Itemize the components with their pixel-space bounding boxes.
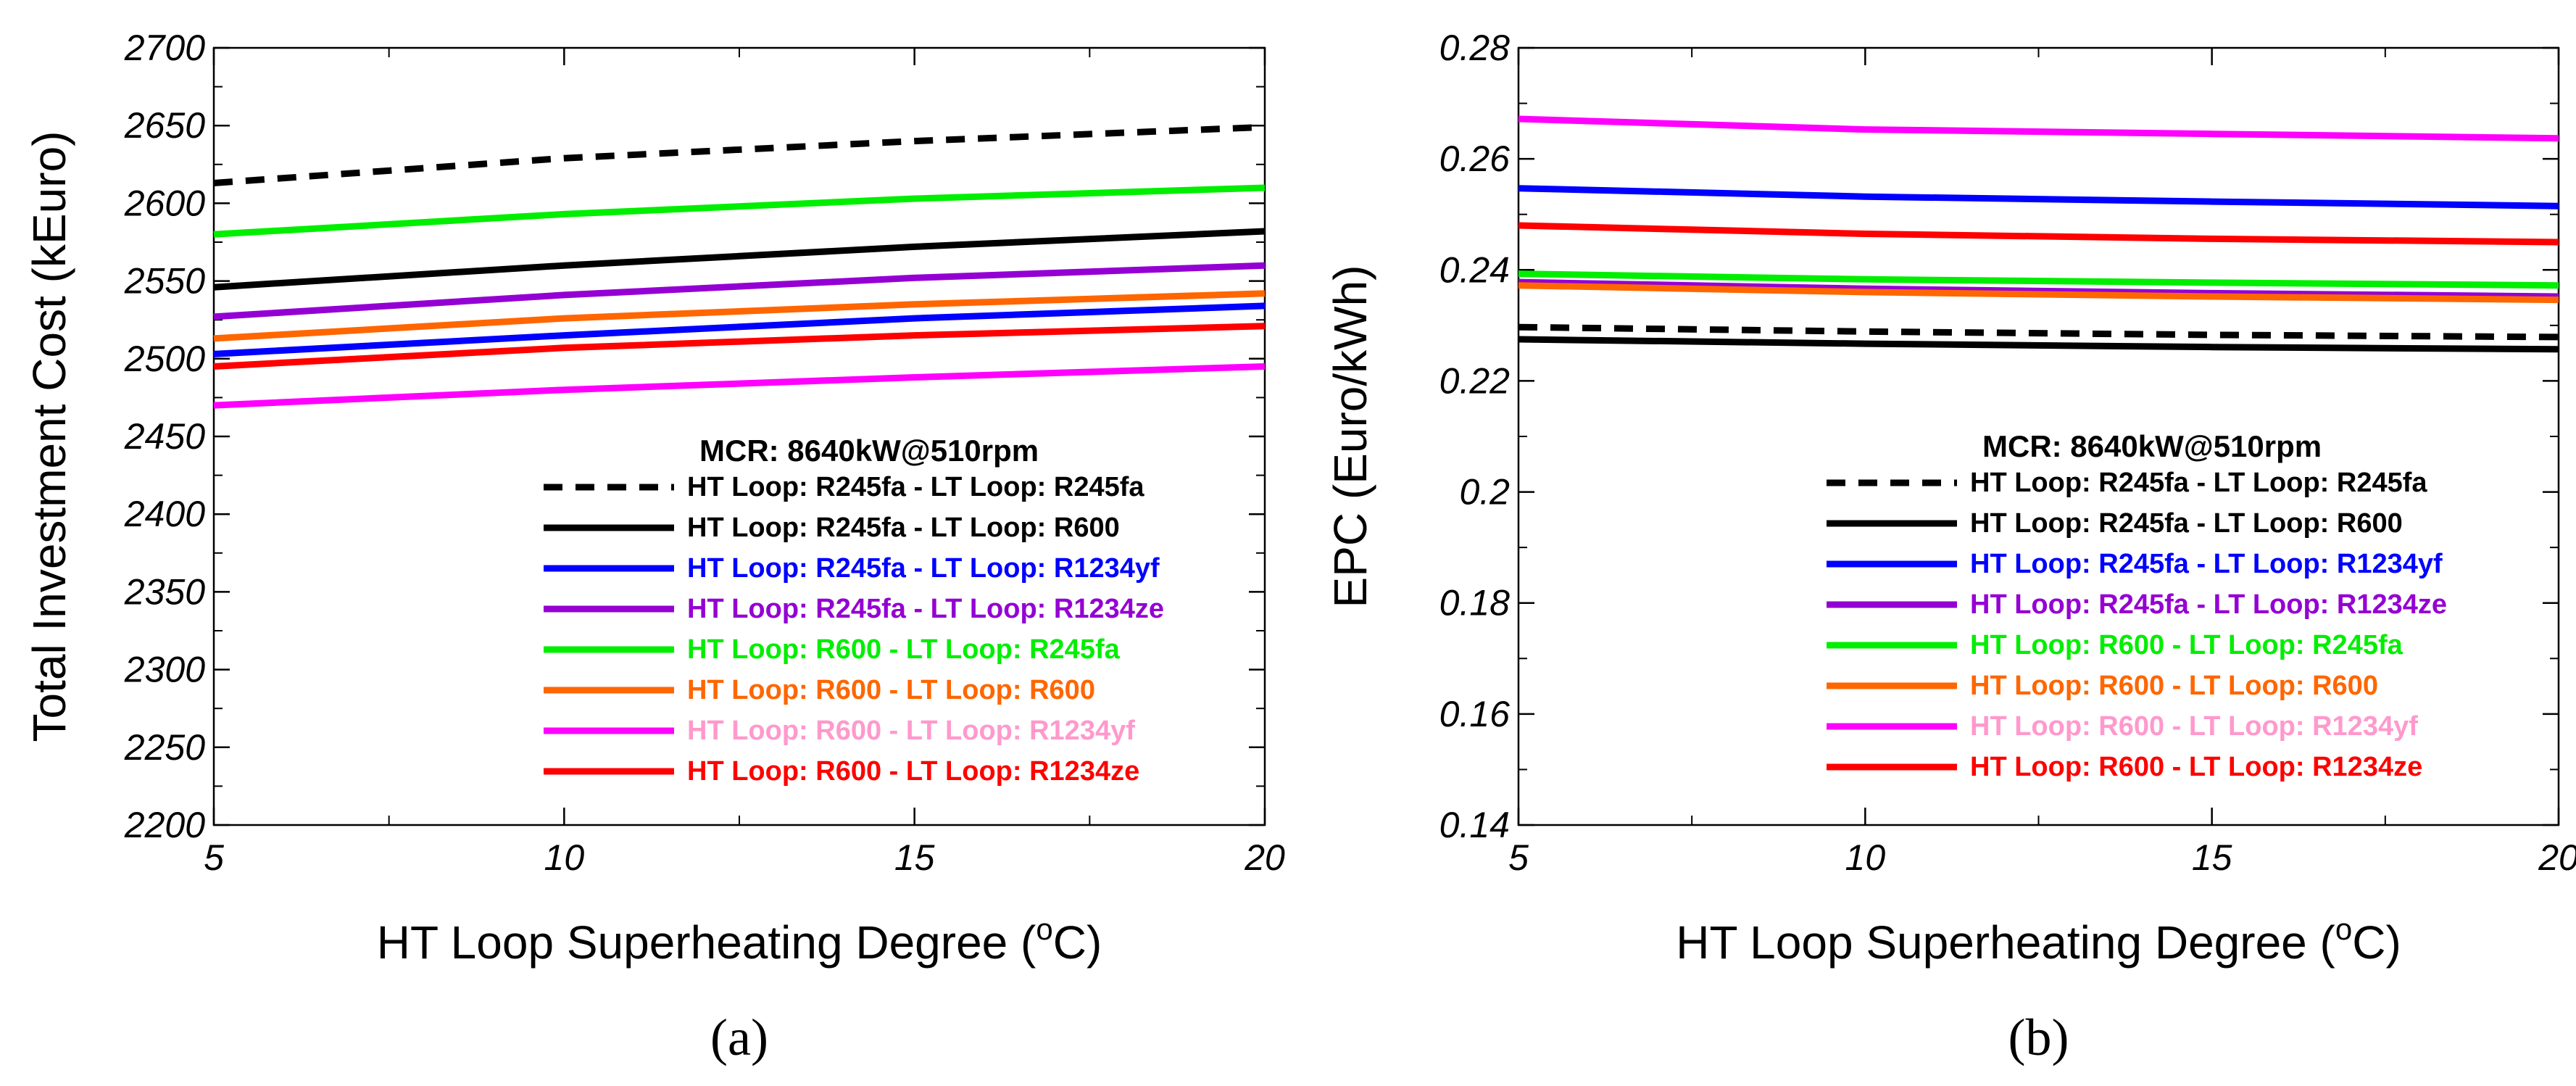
series-line-7 <box>1518 222 2559 246</box>
legend-entry-6: HT Loop: R600 - LT Loop: R1234yf <box>687 716 1135 746</box>
y-tick-label: 2550 <box>124 261 205 302</box>
y-tick-label: 2300 <box>124 650 205 690</box>
series-line-2 <box>1518 185 2559 210</box>
y-tick-label: 2500 <box>124 339 205 379</box>
x-tick-label: 5 <box>204 837 224 878</box>
legend-entry-4: HT Loop: R600 - LT Loop: R245fa <box>1970 630 2403 660</box>
legend-entry-3: HT Loop: R245fa - LT Loop: R1234ze <box>1970 589 2447 620</box>
y-tick-label: 0.22 <box>1439 360 1511 401</box>
x-tick-label: 20 <box>1244 837 1285 878</box>
series-line-1 <box>1518 336 2559 353</box>
x-axis-label-main: HT Loop Superheating Degree ( <box>377 916 1036 969</box>
legend-title: MCR: 8640kW@510rpm <box>699 434 1039 468</box>
x-axis-label-sup: o <box>2335 912 2352 946</box>
legend-entry-4: HT Loop: R600 - LT Loop: R245fa <box>687 634 1121 665</box>
series-line-5 <box>213 290 1266 342</box>
legend-entry-1: HT Loop: R245fa - LT Loop: R600 <box>687 513 1120 543</box>
legend-entry-0: HT Loop: R245fa - LT Loop: R245fa <box>687 472 1144 502</box>
legend-entry-5: HT Loop: R600 - LT Loop: R600 <box>1970 671 2378 701</box>
legend-entry-7: HT Loop: R600 - LT Loop: R1234ze <box>1970 752 2422 782</box>
y-tick-label: 0.26 <box>1439 138 1511 179</box>
series-line-6 <box>213 363 1266 409</box>
y-tick-label: 0.24 <box>1439 249 1510 290</box>
legend-entry-5: HT Loop: R600 - LT Loop: R600 <box>687 675 1095 705</box>
y-tick-label: 0.28 <box>1439 28 1511 68</box>
y-tick-label: 0.2 <box>1459 472 1510 513</box>
x-axis-label: HT Loop Superheating Degree (oC) <box>1676 912 2401 969</box>
x-tick-label: 10 <box>544 837 585 878</box>
series-line-7 <box>213 323 1266 370</box>
y-tick-label: 2350 <box>124 571 205 612</box>
x-axis-label-sup: o <box>1036 912 1052 946</box>
y-tick-label: 2400 <box>124 494 205 534</box>
series-line-3 <box>213 262 1266 320</box>
series-line-6 <box>1518 115 2559 142</box>
y-tick-label: 2450 <box>124 416 205 457</box>
y-tick-label: 0.16 <box>1439 694 1511 734</box>
legend-entry-2: HT Loop: R245fa - LT Loop: R1234yf <box>687 553 1160 584</box>
chart-panel-b: 0.14 0.16 0.18 0.2 0.22 0.24 0.26 0.28 5 10 15 20 MC… <box>1324 28 2576 1066</box>
series-line-4 <box>1518 270 2559 289</box>
y-tick-label: 2250 <box>124 727 205 768</box>
y-tick-label: 2650 <box>124 105 205 146</box>
series-line-3 <box>1518 278 2559 300</box>
y-tick-label: 2200 <box>124 805 205 845</box>
x-tick-label: 15 <box>894 837 935 878</box>
series-line-1 <box>213 228 1266 291</box>
legend-title: MCR: 8640kW@510rpm <box>1982 429 2322 463</box>
x-axis-label-suffix: C) <box>2352 916 2401 969</box>
x-tick-label: 15 <box>2192 837 2232 878</box>
y-tick-label: 2700 <box>124 28 205 68</box>
panel-label: (b) <box>2008 1008 2069 1066</box>
y-tick-label: 0.14 <box>1439 805 1510 845</box>
x-tick-label: 10 <box>1845 837 1886 878</box>
legend-entry-0: HT Loop: R245fa - LT Loop: R245fa <box>1970 468 2427 498</box>
series-line-2 <box>213 302 1266 357</box>
y-axis-label: EPC (Euro/kWh) <box>1324 265 1376 608</box>
series-line-0 <box>1518 323 2559 341</box>
series-line-0 <box>213 123 1266 186</box>
legend-entry-7: HT Loop: R600 - LT Loop: R1234ze <box>687 756 1139 787</box>
y-axis-label: Total Investment Cost (kEuro) <box>23 131 75 742</box>
legend-entry-2: HT Loop: R245fa - LT Loop: R1234yf <box>1970 549 2443 579</box>
y-tick-label: 2600 <box>124 183 205 223</box>
x-tick-label: 20 <box>2538 837 2576 878</box>
y-tick-label: 0.18 <box>1439 583 1511 623</box>
legend-entry-1: HT Loop: R245fa - LT Loop: R600 <box>1970 508 2403 539</box>
legend-entry-3: HT Loop: R245fa - LT Loop: R1234ze <box>687 594 1164 624</box>
panel-label: (a) <box>710 1008 768 1066</box>
x-axis-label: HT Loop Superheating Degree (oC) <box>377 912 1102 969</box>
x-tick-label: 5 <box>1508 837 1529 878</box>
chart-panel-a: 2200 2250 2300 2350 2400 2450 2500 2550 2600 2650… <box>23 28 1285 1066</box>
x-axis-label-suffix: C) <box>1053 916 1102 969</box>
series-line-4 <box>213 184 1266 238</box>
x-axis-label-main: HT Loop Superheating Degree ( <box>1676 916 2335 969</box>
series-line-5 <box>1518 282 2559 304</box>
legend-entry-6: HT Loop: R600 - LT Loop: R1234yf <box>1970 711 2418 742</box>
